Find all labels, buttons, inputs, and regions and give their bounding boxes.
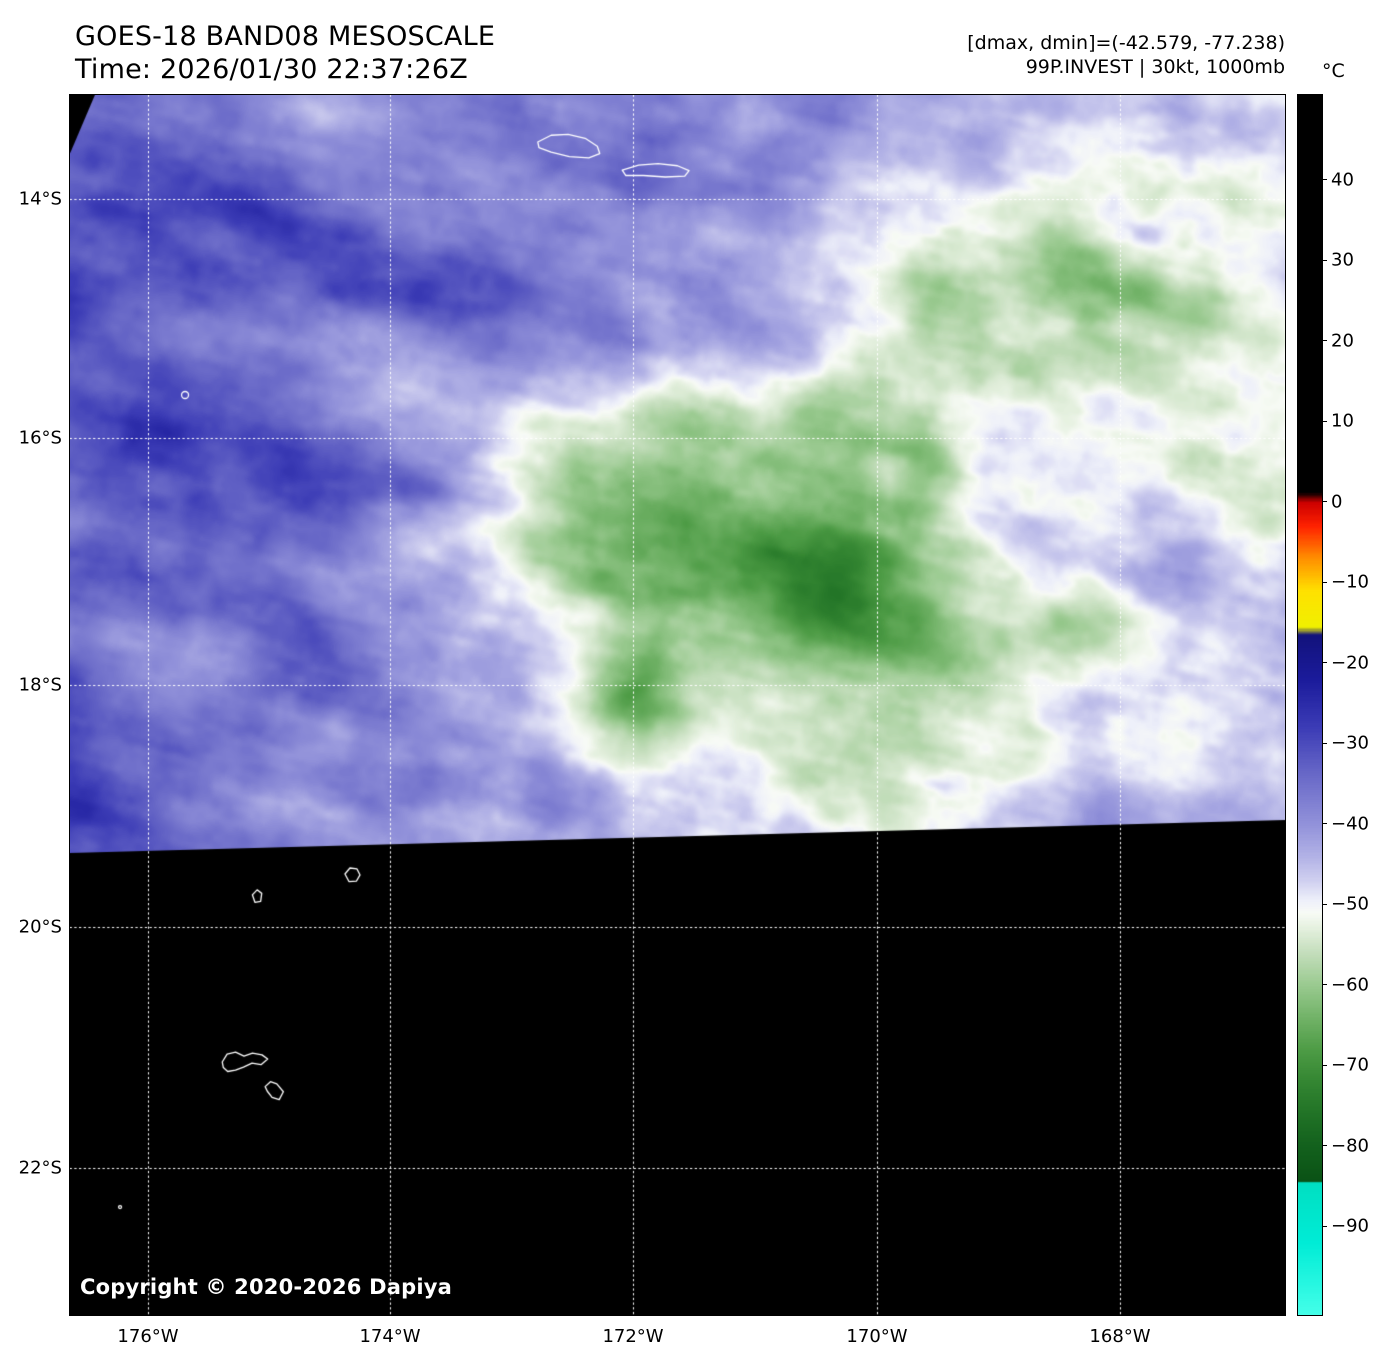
storm-info: 99P.INVEST | 30kt, 1000mb (1025, 56, 1285, 78)
colorbar-tick-label: 40 (1331, 169, 1354, 191)
colorbar-tick-label: 30 (1331, 249, 1354, 271)
lon-tick-label: 170°W (846, 1326, 908, 1347)
colorbar-tick-mark (1322, 903, 1327, 905)
colorbar-tick-mark (1322, 179, 1327, 181)
colorbar (1297, 94, 1323, 1316)
satellite-map-panel: Copyright © 2020-2026 Dapiya (69, 94, 1286, 1316)
colorbar-tick-label: −30 (1331, 732, 1369, 754)
colorbar-tick-mark (1322, 1225, 1327, 1227)
plot-title: GOES-18 BAND08 MESOSCALE (75, 21, 496, 52)
copyright-watermark: Copyright © 2020-2026 Dapiya (80, 1275, 452, 1299)
colorbar-tick-label: 20 (1331, 330, 1354, 352)
colorbar-tick-mark (1322, 501, 1327, 503)
colorbar-tick-label: −90 (1331, 1215, 1369, 1237)
lat-tick-label: 22°S (18, 1157, 62, 1179)
colorbar-tick-mark (1322, 823, 1327, 825)
colorbar-tick-mark (1322, 420, 1327, 422)
colorbar-tick-label: −70 (1331, 1054, 1369, 1076)
colorbar-unit-label: °C (1322, 60, 1345, 82)
colorbar-tick-label: −80 (1331, 1135, 1369, 1157)
lat-tick-label: 16°S (18, 427, 62, 449)
colorbar-tick-label: −50 (1331, 893, 1369, 915)
lat-tick-label: 18°S (18, 674, 62, 696)
colorbar-tick-mark (1322, 1145, 1327, 1147)
colorbar-gradient-canvas (1298, 95, 1322, 1315)
colorbar-tick-mark (1322, 1064, 1327, 1066)
colorbar-tick-label: −60 (1331, 974, 1369, 996)
colorbar-tick-mark (1322, 581, 1327, 583)
lon-tick-label: 172°W (602, 1326, 664, 1347)
colorbar-tick-mark (1322, 259, 1327, 261)
colorbar-tick-mark (1322, 662, 1327, 664)
plot-timestamp: Time: 2026/01/30 22:37:26Z (75, 54, 468, 85)
lat-tick-label: 14°S (18, 188, 62, 210)
colorbar-tick-mark (1322, 340, 1327, 342)
lon-tick-label: 176°W (117, 1326, 179, 1347)
colorbar-tick-label: −20 (1331, 652, 1369, 674)
lon-tick-label: 174°W (359, 1326, 421, 1347)
dmax-dmin-readout: [dmax, dmin]=(-42.579, -77.238) (967, 32, 1285, 54)
lon-tick-label: 168°W (1089, 1326, 1151, 1347)
colorbar-tick-label: 0 (1331, 491, 1343, 513)
colorbar-tick-label: −10 (1331, 571, 1369, 593)
colorbar-tick-mark (1322, 984, 1327, 986)
info-block: [dmax, dmin]=(-42.579, -77.238) 99P.INVE… (967, 31, 1285, 79)
colorbar-tick-label: 10 (1331, 410, 1354, 432)
lat-tick-label: 20°S (18, 916, 62, 938)
satellite-imagery-canvas (70, 95, 1285, 1315)
colorbar-tick-mark (1322, 742, 1327, 744)
colorbar-tick-label: −40 (1331, 813, 1369, 835)
